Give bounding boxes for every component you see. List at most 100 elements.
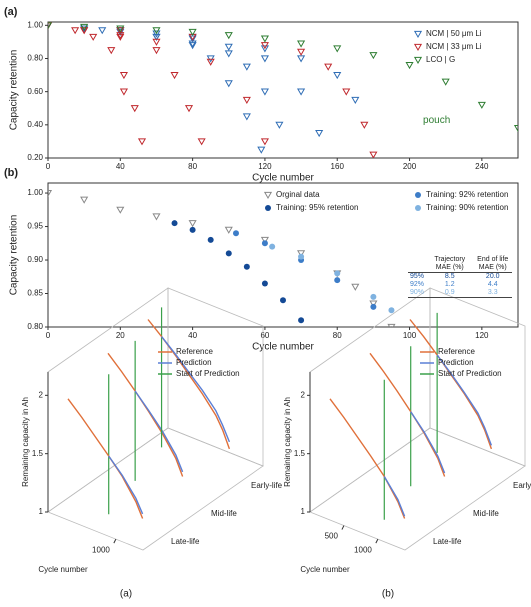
category-label: Early-life bbox=[513, 481, 531, 490]
data-point bbox=[184, 105, 194, 113]
data-point bbox=[116, 25, 125, 33]
data-point bbox=[242, 96, 251, 104]
data-point bbox=[387, 323, 396, 327]
y-tick-label: 0.90 bbox=[27, 255, 43, 264]
data-point bbox=[298, 317, 305, 324]
annotation: pouch bbox=[423, 115, 450, 126]
legend-label: Training: 90% retention bbox=[426, 203, 508, 212]
x-tick-label: 200 bbox=[403, 162, 417, 171]
data-point bbox=[206, 55, 215, 63]
data-point bbox=[309, 327, 315, 333]
legend-label: NCM | 50 μm Li bbox=[426, 29, 482, 38]
x-tick-label: 240 bbox=[475, 162, 489, 171]
data-point bbox=[324, 63, 333, 71]
data-point bbox=[369, 151, 378, 158]
x-axis-label: Cycle number bbox=[38, 565, 88, 574]
data-point bbox=[351, 96, 360, 104]
y-axis-label: Capacity retention bbox=[9, 215, 20, 296]
legend-marker bbox=[263, 191, 273, 200]
data-point bbox=[119, 71, 128, 80]
data-point bbox=[116, 32, 125, 40]
plot-frame bbox=[47, 21, 519, 159]
y-tick-label: 0.95 bbox=[27, 222, 43, 231]
data-point bbox=[225, 250, 232, 257]
table-cell: End of life MAE (%) bbox=[473, 256, 512, 273]
data-point bbox=[298, 253, 305, 260]
x-axis-label: Cycle number bbox=[252, 342, 314, 353]
data-point bbox=[188, 28, 197, 36]
legend-label: Reference bbox=[438, 347, 475, 356]
table-row: 95% 8.5 20.0 bbox=[408, 273, 512, 282]
data-point bbox=[280, 297, 286, 304]
x-tick bbox=[375, 538, 379, 544]
data-point bbox=[224, 226, 233, 234]
table-cell: 20.0 bbox=[485, 273, 500, 280]
data-point bbox=[257, 146, 266, 154]
x-tick bbox=[341, 525, 345, 530]
data-point bbox=[405, 62, 414, 70]
data-point bbox=[334, 277, 341, 284]
table-cell: 1.2 bbox=[444, 281, 455, 288]
z-axis-label: Remaining capacity in Ah bbox=[21, 397, 30, 487]
data-point bbox=[119, 88, 128, 96]
data-point bbox=[152, 33, 161, 41]
y-tick-label: 0.60 bbox=[27, 87, 43, 96]
data-point bbox=[189, 226, 196, 233]
legend-marker bbox=[413, 56, 423, 65]
data-layer bbox=[48, 22, 518, 158]
data-point bbox=[351, 283, 360, 291]
data-point bbox=[370, 293, 377, 300]
legend-label: Prediction bbox=[176, 358, 212, 367]
data-point bbox=[170, 71, 179, 80]
data-point bbox=[260, 88, 269, 96]
x-tick-label: 100 bbox=[403, 331, 417, 340]
data-point bbox=[297, 55, 306, 63]
data-point bbox=[152, 213, 161, 221]
category-label: Mid-life bbox=[211, 509, 237, 518]
category-label: Late-life bbox=[171, 537, 200, 546]
data-point bbox=[297, 48, 306, 56]
x-tick-label: 60 bbox=[260, 331, 269, 340]
legend-label: Start of Prediction bbox=[176, 369, 240, 378]
table-cell: 90% bbox=[408, 289, 427, 298]
data-point bbox=[369, 300, 378, 308]
data-point bbox=[333, 45, 342, 53]
data-point bbox=[333, 71, 342, 80]
x-tick-label: 120 bbox=[475, 331, 489, 340]
data-point bbox=[396, 327, 402, 333]
data-point bbox=[260, 35, 269, 43]
x-tick-label: 40 bbox=[188, 331, 197, 340]
data-point bbox=[71, 27, 80, 35]
data-point bbox=[206, 58, 215, 66]
x-tick-label: 80 bbox=[188, 162, 197, 171]
reference-line bbox=[107, 352, 184, 477]
y-axis-label: Capacity retention bbox=[9, 50, 20, 131]
x-tick-label: 80 bbox=[333, 331, 342, 340]
data-point bbox=[261, 280, 268, 287]
table-body: 95% 8.5 20.0 92% 1.2 4.4 90% 0.9 3.3 bbox=[408, 273, 512, 298]
table-row: 90% 0.9 3.3 bbox=[408, 289, 512, 298]
prediction-line bbox=[410, 411, 446, 474]
legend-label: Orginal data bbox=[276, 190, 320, 199]
y-tick-label: 0.40 bbox=[27, 120, 43, 129]
x-tick-label: 120 bbox=[258, 162, 272, 171]
data-point bbox=[269, 243, 276, 250]
z-tick-label: 2 bbox=[39, 390, 44, 399]
prediction-line bbox=[383, 476, 406, 517]
x-tick-label: 1000 bbox=[92, 545, 110, 554]
x-axis-label: Cycle number bbox=[252, 173, 314, 184]
data-point bbox=[297, 88, 306, 96]
legend-marker bbox=[413, 30, 423, 39]
data-point bbox=[477, 101, 486, 109]
x-tick-label: 500 bbox=[325, 532, 339, 541]
data-point bbox=[334, 270, 341, 277]
prediction-line bbox=[161, 336, 231, 443]
table-cell: 3.3 bbox=[473, 289, 512, 298]
legend-label: Prediction bbox=[438, 358, 474, 367]
z-tick-label: 1 bbox=[39, 507, 44, 516]
data-point bbox=[116, 33, 125, 41]
prediction-line bbox=[436, 354, 493, 446]
reference-line bbox=[369, 352, 446, 477]
data-point bbox=[80, 196, 89, 204]
table-head: Trajectory MAE (%) End of life MAE (%) bbox=[408, 256, 512, 273]
